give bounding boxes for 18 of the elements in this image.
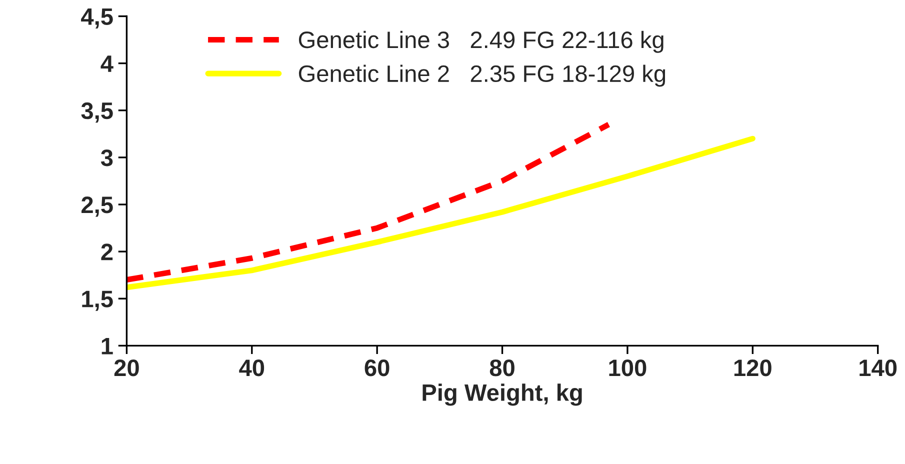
y-tick-label: 3,5 [81, 102, 113, 123]
x-axis-title: Pig Weight, kg [422, 384, 582, 406]
y-tick-label: 2,5 [82, 196, 113, 217]
y-tick-label: 1,5 [82, 290, 113, 311]
x-tick-label: 60 [364, 360, 390, 376]
x-tick-label: 80 [490, 360, 514, 376]
legend-label: Genetic Line 2 2.35 FG 18-129 kg [298, 64, 666, 87]
legend-label: Genetic Line 3 2.49 FG 22-116 kg [298, 30, 664, 53]
y-tick-label: 4,5 [81, 8, 113, 28]
y-tick-label: 2 [101, 244, 113, 260]
y-tick-label: 3 [100, 149, 113, 166]
x-tick-label: 120 [734, 360, 772, 376]
x-tick-label: 100 [609, 360, 646, 376]
y-tick-label: 1 [102, 338, 113, 354]
x-tick-label: 20 [114, 360, 139, 376]
y-tick-label: 4 [100, 56, 114, 72]
x-tick-label: 140 [860, 360, 897, 376]
x-tick-label: 40 [239, 360, 264, 376]
